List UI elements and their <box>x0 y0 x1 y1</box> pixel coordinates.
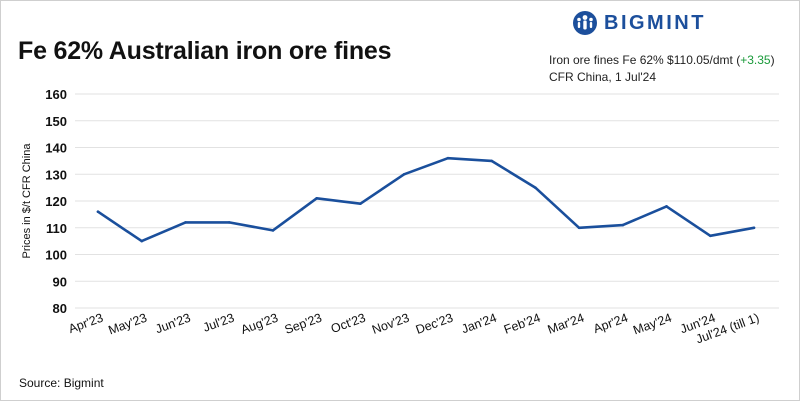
x-tick-label: Apr'23 <box>67 311 105 336</box>
price-change: +3.35 <box>740 53 771 67</box>
price-info: Iron ore fines Fe 62% $110.05/dmt (+3.35… <box>549 52 775 86</box>
x-tick-label: Feb'24 <box>502 311 542 337</box>
x-tick-label: Jan'24 <box>460 311 499 337</box>
y-tick-label: 80 <box>53 301 67 316</box>
x-tick-label: Jul'23 <box>201 311 236 335</box>
chart-title: Fe 62% Australian iron ore fines <box>18 37 392 65</box>
x-tick-label: Oct'23 <box>329 311 367 336</box>
y-tick-label: 120 <box>45 194 67 209</box>
data-point <box>621 223 625 227</box>
source-note: Source: Bigmint <box>19 376 104 390</box>
x-tick-label: Dec'23 <box>414 311 455 337</box>
price-text: Iron ore fines Fe 62% $110.05/dmt ( <box>549 53 741 67</box>
y-tick-label: 110 <box>46 221 67 236</box>
data-point <box>359 202 362 205</box>
data-point <box>227 221 231 224</box>
price-basis: CFR China, 1 Jul'24 <box>549 70 657 84</box>
brand-logo: BIGMINT <box>572 10 706 36</box>
y-tick-label: 130 <box>45 167 67 182</box>
y-tick-label: 140 <box>45 141 67 156</box>
price-text-suffix: ) <box>770 53 775 67</box>
x-tick-label: Sep'23 <box>283 311 324 337</box>
y-tick-label: 160 <box>45 87 67 102</box>
y-tick-label: 100 <box>45 248 67 263</box>
series-line <box>96 156 756 243</box>
x-tick-label: May'23 <box>106 311 148 338</box>
y-axis-label: Prices in $/t CFR China <box>21 143 33 259</box>
x-tick-label: Jun'23 <box>153 311 192 337</box>
data-point <box>752 226 756 230</box>
data-point <box>315 197 318 200</box>
x-tick-label: May'24 <box>631 311 673 338</box>
data-point <box>446 156 450 160</box>
data-point <box>665 205 668 208</box>
y-tick-label: 150 <box>45 114 67 129</box>
data-point <box>708 234 712 238</box>
y-tick-label: 90 <box>53 274 67 289</box>
data-point <box>271 229 275 232</box>
people-logo-icon <box>573 11 597 35</box>
x-tick-label: Apr'24 <box>591 311 629 336</box>
x-tick-label: Mar'24 <box>546 311 586 337</box>
data-point <box>490 159 493 163</box>
data-point <box>577 226 581 230</box>
brand-name: BIGMINT <box>604 11 706 34</box>
data-point <box>140 239 144 243</box>
data-point <box>96 210 100 213</box>
data-point <box>534 186 537 189</box>
x-tick-label: Nov'23 <box>370 311 411 337</box>
data-point <box>184 221 187 224</box>
price-line: Iron ore fines Fe 62% $110.05/dmt (+3.35… <box>549 52 775 69</box>
x-tick-label: Aug'23 <box>239 311 280 337</box>
data-point <box>402 172 406 176</box>
